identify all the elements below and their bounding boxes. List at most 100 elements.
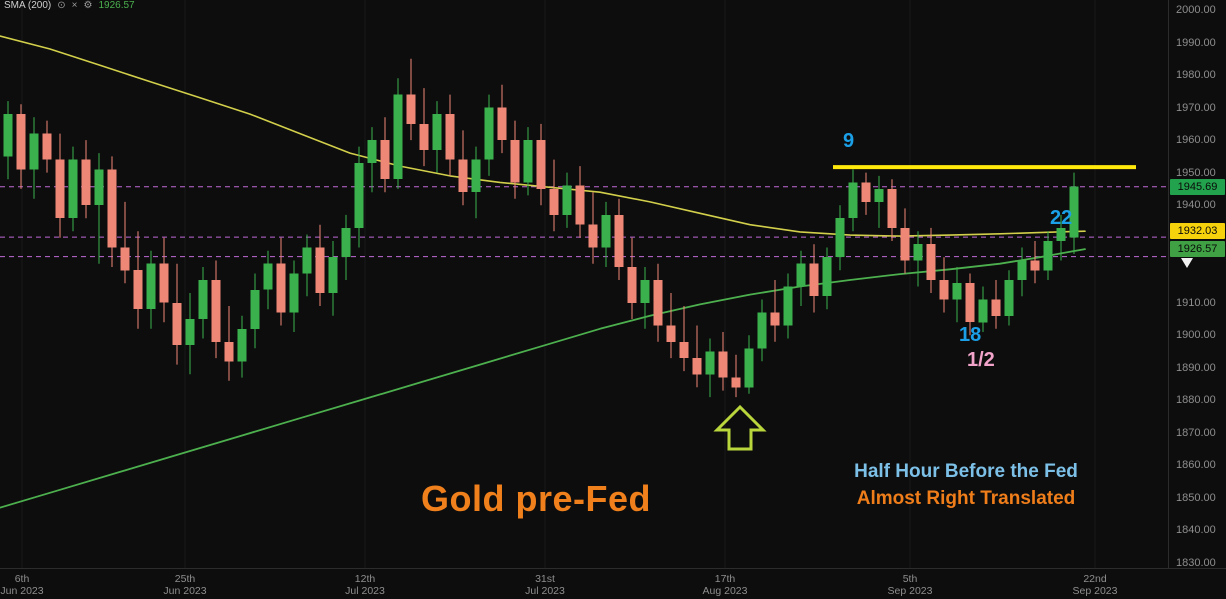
- candle-body: [315, 247, 325, 293]
- candle-body: [471, 159, 481, 193]
- close-icon[interactable]: ×: [71, 0, 78, 11]
- candle-body: [887, 188, 897, 228]
- price-tick-label: 1880.00: [1176, 394, 1216, 407]
- candle-body: [549, 188, 559, 215]
- axis-marker-arrow-icon: [1181, 258, 1193, 268]
- candle-body: [822, 257, 832, 297]
- candle-body: [94, 169, 104, 206]
- candle-body: [731, 377, 741, 388]
- candle-body: [523, 140, 533, 183]
- candle-body: [783, 286, 793, 326]
- visibility-icon[interactable]: ⊙: [57, 0, 66, 11]
- candle-body: [81, 159, 91, 206]
- candle-body: [913, 244, 923, 261]
- price-tick-label: 1990.00: [1176, 36, 1216, 49]
- price-tick-label: 1830.00: [1176, 557, 1216, 569]
- candle-body: [510, 140, 520, 183]
- cycle-count-9-label[interactable]: 9: [843, 130, 855, 152]
- time-axis-label: 31st Jul 2023: [525, 573, 565, 597]
- candle-body: [1030, 260, 1040, 271]
- candle-body: [705, 351, 715, 375]
- candle-body: [263, 263, 273, 290]
- time-axis-label: 6th Jun 2023: [0, 573, 44, 597]
- price-tick-label: 1900.00: [1176, 329, 1216, 342]
- cycle-count-18-label[interactable]: 18: [959, 324, 982, 346]
- candle-body: [224, 341, 234, 362]
- candle-body: [926, 244, 936, 280]
- indicator-name: SMA (200): [4, 0, 52, 11]
- price-axis[interactable]: 2000.00 1990.00 1980.00 1970.00 1960.00 1950.…: [1168, 0, 1226, 569]
- candle-body: [874, 188, 884, 202]
- price-tick-label: 1960.00: [1176, 134, 1216, 147]
- half-cycle-label[interactable]: 1/2: [967, 349, 995, 371]
- headline-text[interactable]: Gold pre-Fed: [421, 478, 651, 519]
- sma-yellow-line: [0, 35, 1086, 237]
- chart-pane[interactable]: SMA (200) ⊙ × ⚙ 1926.57 9 22 18 1/2 Gold…: [0, 0, 1168, 568]
- candle-body: [185, 319, 195, 345]
- candle-body: [575, 185, 585, 225]
- candle-body: [900, 227, 910, 261]
- candle-body: [757, 312, 767, 349]
- settings-icon[interactable]: ⚙: [83, 0, 93, 11]
- candle-body: [562, 185, 572, 215]
- candle-body: [133, 270, 143, 310]
- candle-body: [484, 107, 494, 160]
- candle-body: [770, 312, 780, 326]
- candle-body: [978, 299, 988, 323]
- candle-body: [16, 114, 26, 170]
- time-axis-label: 17th Aug 2023: [702, 573, 748, 597]
- note-text-block[interactable]: Half Hour Before the Fed Almost Right Tr…: [816, 461, 1116, 510]
- price-tick-label: 1970.00: [1176, 101, 1216, 114]
- candle-body: [42, 133, 52, 160]
- time-axis-label: 25th Jun 2023: [163, 573, 207, 597]
- candle-body: [107, 169, 117, 248]
- price-badge: 1945.69: [1170, 178, 1225, 195]
- candle-body: [198, 280, 208, 319]
- candle-body: [861, 182, 871, 202]
- candle-body: [627, 267, 637, 303]
- candle-body: [3, 114, 13, 157]
- candle-body: [432, 114, 442, 150]
- candle-body: [302, 247, 312, 274]
- candle-body: [991, 299, 1001, 316]
- candle-body: [1017, 260, 1027, 280]
- time-axis[interactable]: 6th Jun 2023 25th Jun 2023 12th Jul 2023 31st J…: [0, 568, 1226, 599]
- candle-body: [718, 351, 728, 378]
- candle-body: [588, 224, 598, 248]
- price-tick-label: 1950.00: [1176, 166, 1216, 179]
- candle-body: [640, 280, 650, 303]
- candle-body: [68, 159, 78, 219]
- candle-body: [211, 280, 221, 342]
- candle-body: [848, 182, 858, 219]
- price-tick-label: 1940.00: [1176, 199, 1216, 212]
- candle-body: [367, 140, 377, 163]
- candle-body: [601, 214, 611, 248]
- up-arrow-drawing[interactable]: [713, 404, 767, 451]
- candle-body: [614, 214, 624, 267]
- note-line-2: Almost Right Translated: [856, 488, 1076, 509]
- candle-body: [289, 273, 299, 313]
- candle-body: [29, 133, 39, 170]
- candle-body: [354, 162, 364, 228]
- price-tick-label: 2000.00: [1176, 4, 1216, 16]
- note-line-1: Half Hour Before the Fed: [854, 461, 1078, 482]
- candle-body: [1056, 227, 1066, 241]
- price-tick-label: 1840.00: [1176, 524, 1216, 537]
- sma-green-line: [0, 248, 1086, 509]
- candle-body: [939, 280, 949, 300]
- price-tick-label: 1980.00: [1176, 69, 1216, 82]
- candle-body: [146, 263, 156, 310]
- cycle-count-22-label[interactable]: 22: [1050, 207, 1073, 229]
- price-badge: 1926.57: [1170, 240, 1225, 257]
- price-tick-label: 1850.00: [1176, 491, 1216, 504]
- candle-body: [328, 257, 338, 293]
- indicator-legend: SMA (200) ⊙ × ⚙ 1926.57: [4, 0, 135, 12]
- candle-body: [653, 280, 663, 326]
- candle-body: [835, 218, 845, 258]
- candle-body: [965, 283, 975, 323]
- candle-body: [1069, 186, 1079, 238]
- price-chart-canvas[interactable]: [0, 0, 1168, 568]
- candle-body: [341, 227, 351, 258]
- candle-body: [445, 114, 455, 160]
